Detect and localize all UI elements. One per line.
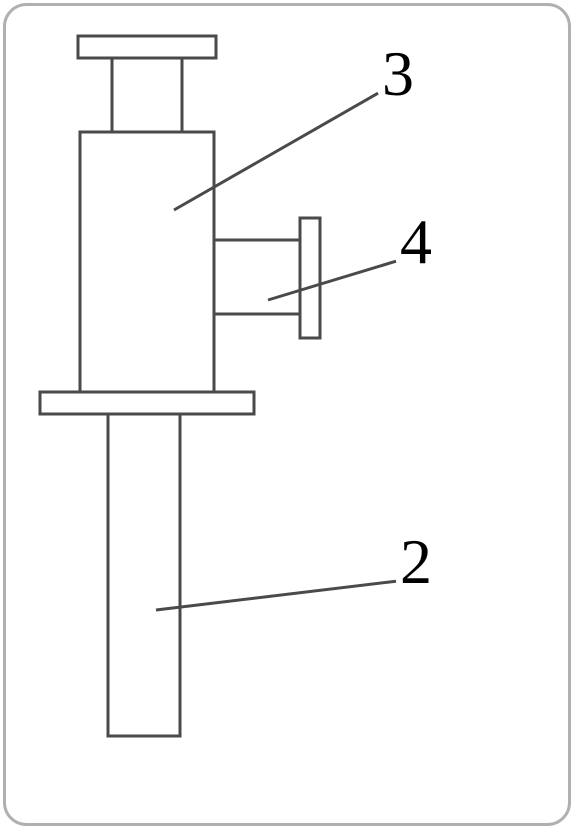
stem-part-2 xyxy=(108,414,180,736)
leader-2 xyxy=(156,581,396,610)
callout-label-3: 3 xyxy=(382,42,414,106)
callout-label-4: 4 xyxy=(400,210,432,274)
lower-flange xyxy=(40,392,254,414)
top-cap xyxy=(78,36,216,58)
side-cap xyxy=(300,218,320,338)
top-neck xyxy=(112,58,182,132)
callout-label-2: 2 xyxy=(400,530,432,594)
body-part-3 xyxy=(80,132,214,392)
side-neck-part-4 xyxy=(214,240,300,314)
